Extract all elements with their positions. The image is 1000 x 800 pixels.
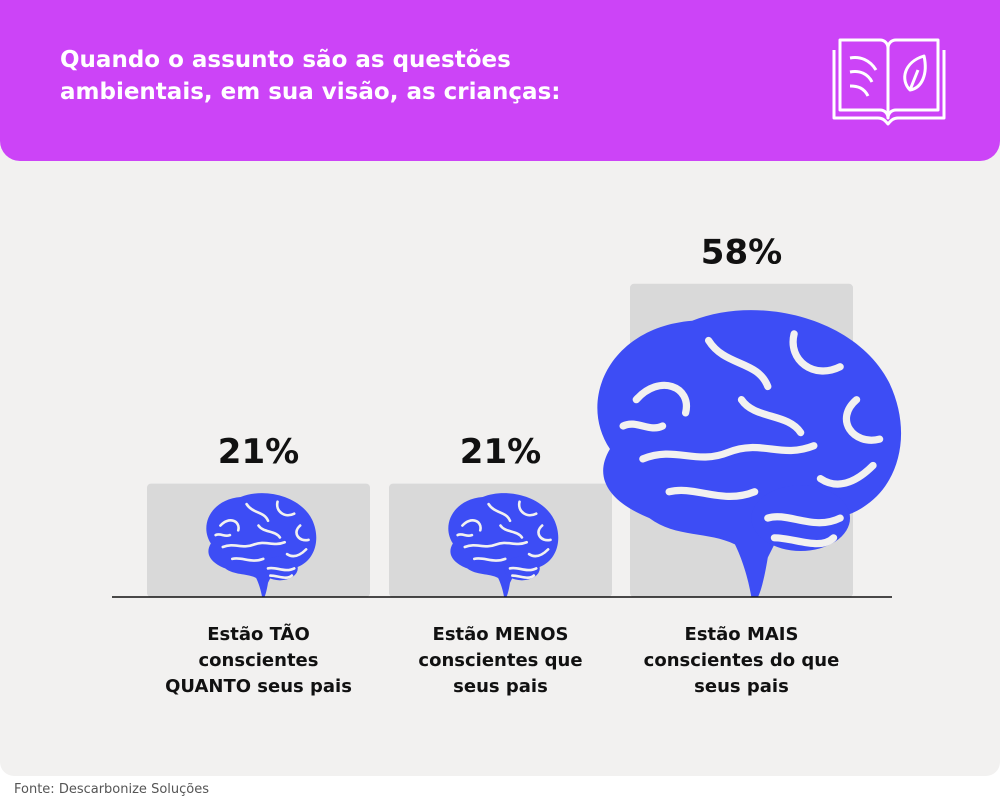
category-label: Estão TÃO conscientes QUANTO seus pais bbox=[165, 624, 352, 697]
brain-shape bbox=[597, 310, 902, 597]
book-icon bbox=[832, 38, 946, 126]
brain-icon bbox=[206, 493, 317, 597]
value-label: 21% bbox=[218, 432, 299, 472]
brain-icon bbox=[448, 493, 559, 597]
source: Fonte: Descarbonize Soluções bbox=[14, 782, 209, 797]
brain-folds bbox=[214, 500, 310, 579]
value-label: 58% bbox=[701, 232, 782, 272]
brain-shape bbox=[206, 493, 317, 597]
chart: 21% 21% 58% bbox=[112, 232, 902, 598]
brain-folds bbox=[456, 500, 552, 579]
category-label: Estão MENOS conscientes que seus pais bbox=[418, 624, 583, 697]
brain-shape bbox=[448, 493, 559, 597]
brain-icon bbox=[597, 310, 902, 597]
chart-title: Quando o assunto são as questões ambient… bbox=[60, 47, 561, 105]
value-label: 21% bbox=[460, 432, 541, 472]
category-label: Estão MAIS conscientes do que seus pais bbox=[643, 624, 840, 697]
brain-folds bbox=[619, 330, 884, 548]
header: Quando o assunto são as questões ambient… bbox=[0, 0, 1000, 161]
